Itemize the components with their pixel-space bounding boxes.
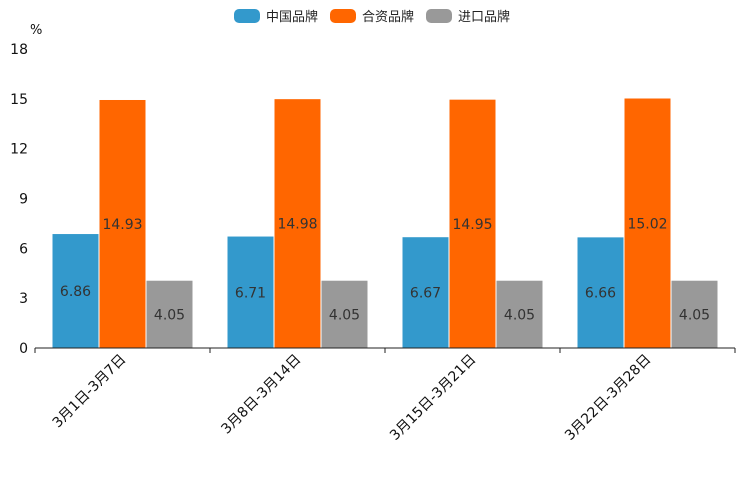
value-label: 14.98 (277, 217, 317, 233)
value-label: 6.67 (410, 286, 441, 302)
bar-1-2 (227, 236, 274, 348)
y-tick-label: 9 (19, 192, 28, 208)
bar-2-3 (449, 99, 496, 349)
category-label: 3月1日-3月7日 (50, 352, 130, 432)
y-tick-label: 18 (10, 42, 28, 58)
value-label: 6.71 (235, 285, 266, 301)
bar-2-4 (624, 98, 671, 348)
x-axis-ticks (34, 348, 736, 353)
bar-1-1 (52, 234, 99, 348)
bar-1-4 (577, 237, 624, 348)
legend-swatch-3 (426, 9, 452, 23)
bar-3-2 (321, 280, 368, 348)
y-tick-label: 12 (10, 142, 28, 158)
y-tick-label: 0 (19, 341, 28, 357)
value-label: 4.05 (154, 307, 185, 323)
category-label: 3月8日-3月14日 (218, 352, 304, 438)
value-label: 4.05 (329, 307, 360, 323)
value-label: 6.86 (60, 284, 91, 300)
value-label: 6.66 (585, 286, 616, 302)
legend-label: 合资品牌 (362, 9, 414, 25)
chart-legend: 中国品牌 合资品牌 进口品牌 (234, 9, 510, 25)
legend-label: 进口品牌 (458, 9, 510, 25)
bar-2-2 (274, 99, 321, 348)
value-label: 14.93 (102, 217, 142, 233)
bar-3-3 (496, 280, 543, 348)
bars (52, 98, 718, 349)
value-label: 14.95 (452, 217, 492, 233)
y-axis-ticks: 0 3 6 9 12 15 18 (10, 42, 28, 357)
legend-swatch-1 (234, 9, 260, 23)
bar-3-4 (671, 280, 718, 348)
legend-label: 中国品牌 (266, 9, 318, 25)
y-tick-label: 3 (19, 291, 28, 307)
value-label: 4.05 (679, 307, 710, 323)
y-tick-label: 15 (10, 92, 28, 108)
bar-1-3 (402, 237, 449, 348)
y-tick-label: 6 (19, 241, 28, 257)
bar-2-1 (99, 99, 146, 348)
legend-swatch-2 (330, 9, 356, 23)
bar-3-1 (146, 280, 193, 348)
value-label: 15.02 (627, 216, 667, 232)
category-labels: 3月1日-3月7日 3月8日-3月14日 3月15日-3月21日 3月22日-3月28… (50, 352, 655, 444)
value-labels: 6.86 14.93 4.05 6.71 14.98 4.05 6.67 14.95 4.05 6… (60, 216, 710, 323)
y-axis-unit-label: % (30, 23, 42, 38)
category-label: 3月15日-3月21日 (387, 352, 479, 444)
category-label: 3月22日-3月28日 (562, 352, 654, 444)
value-label: 4.05 (504, 307, 535, 323)
